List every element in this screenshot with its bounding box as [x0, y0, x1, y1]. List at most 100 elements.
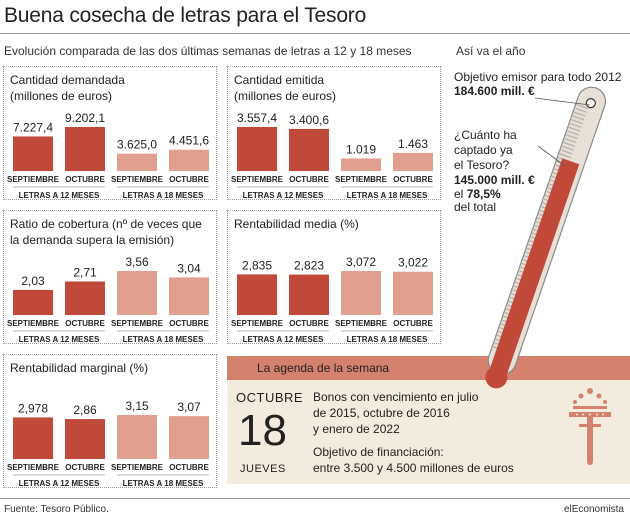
- group-label: LETRAS A 12 MESES: [19, 191, 100, 200]
- bar-value-label: 2,86: [73, 403, 97, 417]
- panel-title: Rentabilidad media (%): [234, 217, 359, 231]
- bar: [13, 136, 53, 171]
- thermometer-fill: [489, 158, 580, 377]
- panel-title: Cantidad emitida (millones de euros): [234, 73, 337, 103]
- brand-name: elEconomista: [563, 504, 624, 515]
- panel-cantidad-emitida: Cantidad emitida (millones de euros) 3.5…: [227, 66, 441, 200]
- category-label: OCTUBRE: [65, 319, 105, 328]
- bar-chart: 2,978 SEPTIEMBRE 2,86 OCTUBRE 3,15 SEPTIEMBRE…: [7, 399, 209, 488]
- category-label: OCTUBRE: [65, 463, 105, 472]
- panel-rentabilidad-marginal: Rentabilidad marginal (%) 2,978 SEPTIEMBR…: [3, 354, 217, 488]
- category-label: OCTUBRE: [289, 319, 329, 328]
- bar-value-label: 3.557,4: [237, 111, 277, 125]
- agenda-box: La agenda de la semana OCTUBRE 18 JUEVES…: [227, 356, 630, 484]
- category-label: OCTUBRE: [169, 319, 209, 328]
- bar: [117, 415, 157, 459]
- bar: [65, 281, 105, 315]
- bar: [289, 128, 329, 171]
- bar: [117, 153, 157, 171]
- category-label: OCTUBRE: [289, 175, 329, 184]
- group-label: LETRAS A 12 MESES: [19, 479, 100, 488]
- bar: [13, 417, 53, 459]
- category-label: OCTUBRE: [169, 463, 209, 472]
- group-label: LETRAS A 12 MESES: [243, 335, 324, 344]
- category-label: SEPTIEMBRE: [111, 319, 164, 328]
- group-label: LETRAS A 18 MESES: [123, 479, 204, 488]
- bar-value-label: 2,71: [73, 266, 97, 280]
- agenda-objective: Objetivo de financiación: entre 3.500 y …: [313, 445, 514, 475]
- category-label: SEPTIEMBRE: [231, 175, 284, 184]
- panel-cantidad-demandada: Cantidad demandada (millones de euros) 7…: [3, 66, 217, 200]
- agenda-day: 18: [238, 406, 287, 455]
- bar: [237, 274, 277, 315]
- bar: [169, 277, 209, 315]
- bar-value-label: 2,823: [294, 259, 324, 273]
- agenda-title: La agenda de la semana: [257, 361, 390, 375]
- bar-value-label: 3,072: [346, 255, 376, 269]
- bar: [169, 149, 209, 171]
- bar: [393, 271, 433, 315]
- group-label: LETRAS A 18 MESES: [123, 335, 204, 344]
- agenda-header: La agenda de la semana: [227, 356, 630, 380]
- category-label: SEPTIEMBRE: [111, 175, 164, 184]
- bar-value-label: 3,15: [125, 399, 149, 413]
- title-divider: [0, 33, 630, 34]
- bar-value-label: 2,03: [21, 274, 45, 288]
- category-label: OCTUBRE: [169, 175, 209, 184]
- bar-value-label: 9.202,1: [65, 111, 105, 125]
- category-label: SEPTIEMBRE: [335, 175, 388, 184]
- bar-chart: 2,835 SEPTIEMBRE 2,823 OCTUBRE 3,072 SEPTIEMB…: [231, 255, 433, 344]
- category-label: SEPTIEMBRE: [7, 319, 60, 328]
- group-label: LETRAS A 18 MESES: [347, 335, 428, 344]
- bar: [393, 152, 433, 171]
- agenda-description: Bonos con vencimiento en julio de 2015, …: [313, 390, 479, 436]
- bar-value-label: 1.463: [398, 137, 428, 151]
- bar-value-label: 2,835: [242, 258, 272, 272]
- agenda-weekday: JUEVES: [240, 463, 286, 475]
- tesoro-crown-logo-icon: [569, 388, 611, 465]
- captured-value: 145.000 mill. €: [454, 173, 535, 187]
- bar-value-label: 3,04: [177, 261, 201, 275]
- bar-value-label: 3.400,6: [289, 113, 329, 127]
- category-label: SEPTIEMBRE: [111, 463, 164, 472]
- bar: [117, 271, 157, 315]
- bar-value-label: 1.019: [346, 142, 376, 156]
- bar: [289, 274, 329, 315]
- bar-value-label: 3,07: [177, 400, 201, 414]
- bar-value-label: 4.451,6: [169, 134, 209, 148]
- panel-rentabilidad-media: Rentabilidad media (%) 2,835 SEPTIEMBRE 2,…: [227, 210, 441, 344]
- bar-chart: 3.557,4 SEPTIEMBRE 3.400,6 OCTUBRE 1.019 SEPT…: [231, 111, 433, 200]
- bar: [13, 289, 53, 315]
- footer-divider: [0, 498, 630, 499]
- bar-value-label: 3.625,0: [117, 138, 157, 152]
- group-label: LETRAS A 18 MESES: [347, 191, 428, 200]
- category-label: SEPTIEMBRE: [231, 319, 284, 328]
- captured-del-total: del total: [454, 200, 497, 214]
- panel-title: Ratio de cobertura (nº de veces que la d…: [10, 217, 202, 247]
- source-note: Fuente: Tesoro Público.: [4, 504, 109, 515]
- bar-value-label: 7.227,4: [13, 120, 53, 134]
- bar-chart: 2,03 SEPTIEMBRE 2,71 OCTUBRE 3,56 SEPTIEMBRE 3…: [7, 255, 209, 344]
- panel-title: Cantidad demandada (millones de euros): [10, 73, 125, 103]
- bar: [65, 127, 105, 171]
- year-heading: Así va el año: [456, 44, 526, 58]
- thermometer-bulb: [485, 366, 508, 389]
- bar: [237, 127, 277, 171]
- category-label: OCTUBRE: [393, 319, 433, 328]
- group-label: LETRAS A 12 MESES: [19, 335, 100, 344]
- bar: [341, 271, 381, 315]
- bar-value-label: 3,022: [398, 256, 428, 270]
- bar-value-label: 2,978: [18, 401, 48, 415]
- agenda-month: OCTUBRE: [236, 390, 304, 405]
- category-label: SEPTIEMBRE: [7, 175, 60, 184]
- panel-ratio-cobertura: Ratio de cobertura (nº de veces que la d…: [3, 210, 217, 344]
- captured-leader-line: [537, 145, 566, 167]
- bar-chart: 7.227,4 SEPTIEMBRE 9.202,1 OCTUBRE 3.625,0 SE…: [7, 111, 209, 200]
- category-label: SEPTIEMBRE: [335, 319, 388, 328]
- category-label: SEPTIEMBRE: [7, 463, 60, 472]
- captured-percent: 78,5%: [466, 187, 501, 201]
- thermometer-top-marker: [585, 98, 596, 109]
- panel-title: Rentabilidad marginal (%): [10, 361, 149, 375]
- group-label: LETRAS A 18 MESES: [123, 191, 204, 200]
